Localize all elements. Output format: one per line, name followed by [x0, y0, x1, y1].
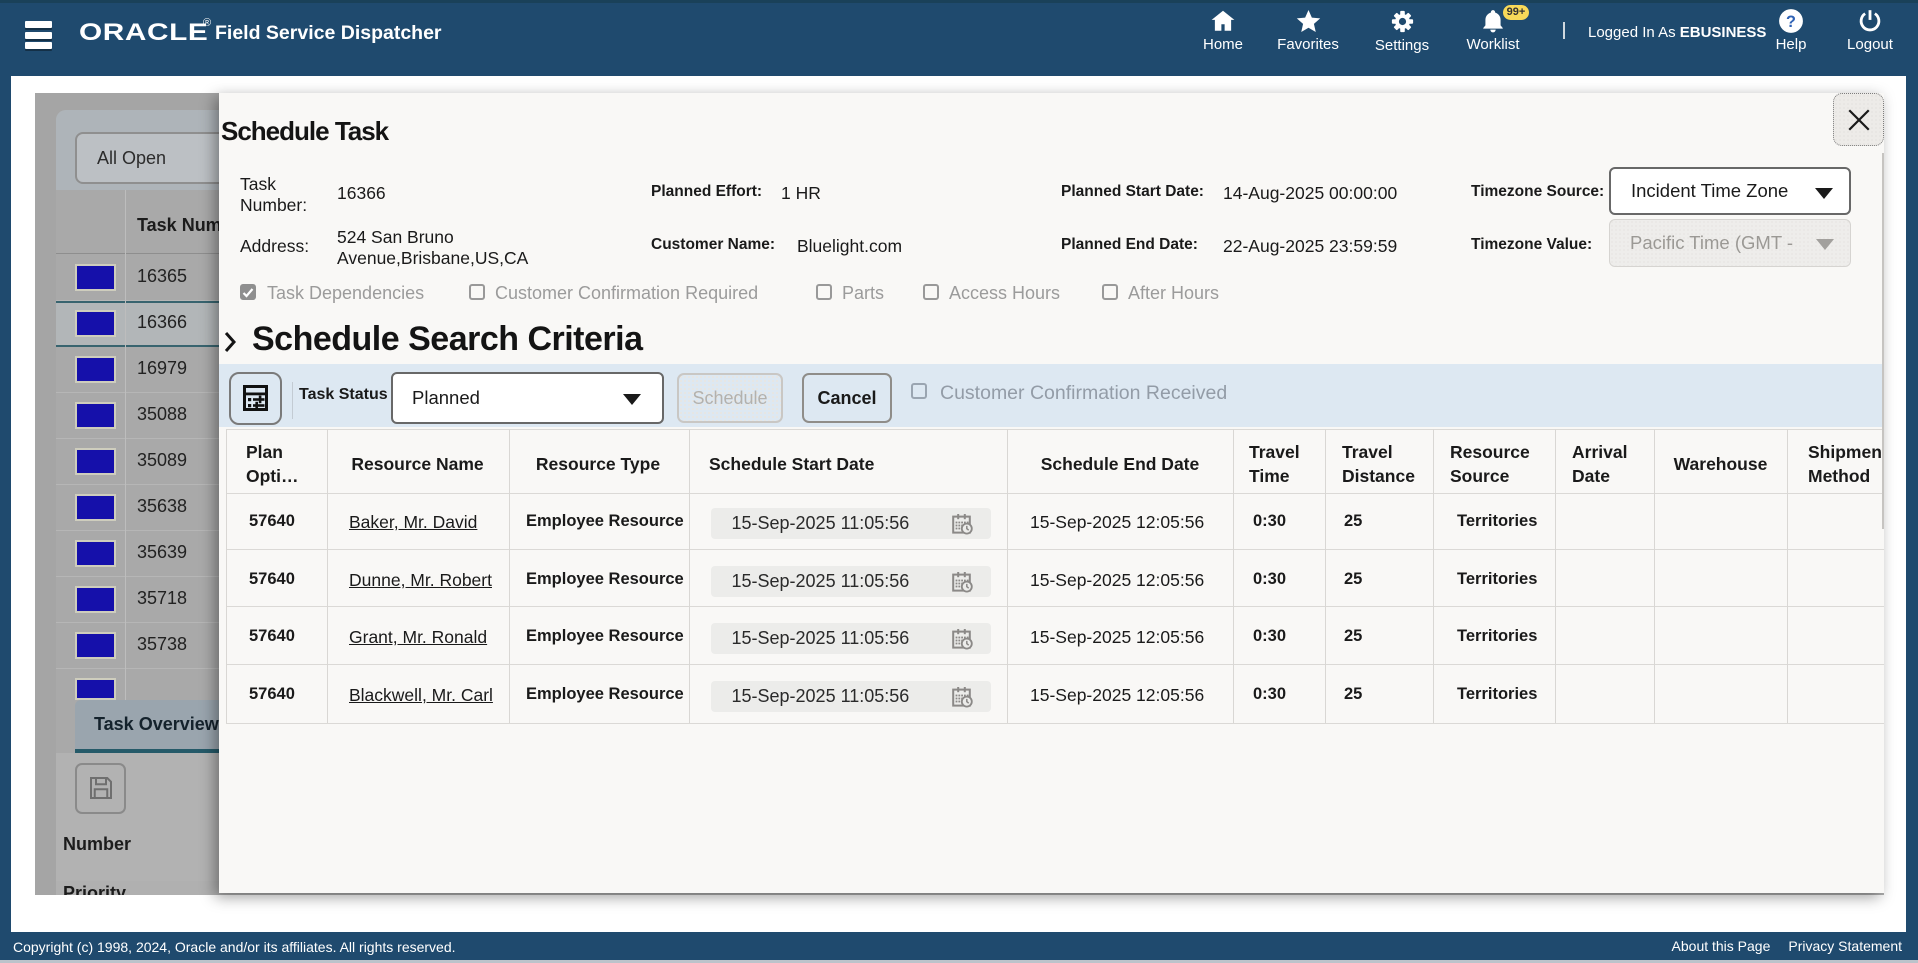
- svg-text:?: ?: [1786, 13, 1796, 31]
